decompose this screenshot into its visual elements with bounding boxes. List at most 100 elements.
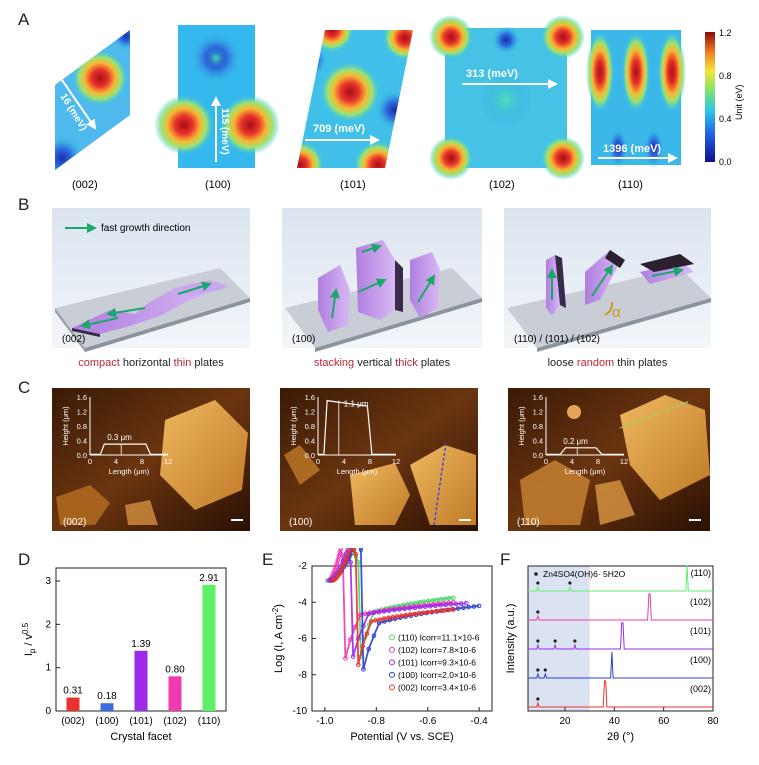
y-axis-label: Intensity (a.u.) xyxy=(505,604,517,674)
phase-peak-dot xyxy=(553,639,557,643)
inset-xtick: 8 xyxy=(596,457,600,466)
chart-d-bar: 0 1 2 3 0.31 (002) 0.18 (100) 1.39 (101) 0.80 (102)… xyxy=(21,567,227,743)
y-tick-label: -8 xyxy=(298,670,307,681)
legend-marker xyxy=(389,659,395,666)
x-tick-label: (101) xyxy=(129,716,152,727)
bar-value-label: 0.80 xyxy=(165,664,185,675)
x-tick-label: -0.4 xyxy=(471,716,489,727)
inset-ytick: 0.0 xyxy=(77,451,87,460)
map-energy-100: 115 (meV) xyxy=(219,108,230,155)
scene-tag-002: (002) xyxy=(62,334,85,345)
y-tick-label: -6 xyxy=(298,634,307,645)
alpha-angle: α xyxy=(612,304,621,321)
panel-label-a: A xyxy=(18,10,30,29)
y-tick-label: 3 xyxy=(45,576,51,587)
xrd-line xyxy=(528,622,713,650)
plot-frame xyxy=(527,565,714,712)
height-profile-inset: 1.6 1.2 0.8 0.4 0.00 4 8 12 Height (μm) Length (μ… xyxy=(289,393,400,476)
caption-highlight: random xyxy=(576,357,615,369)
map-facet-101: (101) xyxy=(340,179,366,191)
pattern-label: (102) xyxy=(690,597,711,607)
y-axis-label: Ip / v0.5 xyxy=(21,622,37,656)
inset-ytick: 1.2 xyxy=(305,408,315,417)
phase-marker xyxy=(534,572,538,576)
x-tick-label: (100) xyxy=(95,716,118,727)
inset-xlabel: Length (μm) xyxy=(337,467,378,476)
legend-entry: (100) Icorr=2.0×10-6 xyxy=(398,670,476,680)
phase-peak-dot xyxy=(536,581,540,585)
legend-marker xyxy=(389,634,395,641)
inset-xtick: 12 xyxy=(164,457,172,466)
inset-xtick: 12 xyxy=(620,457,628,466)
x-tick-label: 20 xyxy=(559,716,571,727)
panel-c-afm-images xyxy=(52,388,710,531)
inset-xtick: 4 xyxy=(114,457,118,466)
x-axis-label: Potential (V vs. SCE) xyxy=(350,731,453,743)
bar xyxy=(202,584,216,711)
inset-ytick: 0.4 xyxy=(533,437,543,446)
pattern-label: (100) xyxy=(690,655,711,665)
caption-highlight: thin xyxy=(173,357,192,369)
scene-tag-100: (100) xyxy=(292,334,315,345)
afm-tag-100: (100) xyxy=(289,517,313,528)
y-tick-label: -2 xyxy=(298,561,307,572)
inset-xtick: 0 xyxy=(88,457,92,466)
inset-ytick: 0.4 xyxy=(305,437,315,446)
bar-value-label: 1.39 xyxy=(131,639,151,650)
height-profile-inset: 1.6 1.2 0.8 0.4 0.00 4 8 12 Height (μm) Length (μ… xyxy=(61,393,172,476)
colorbar-tick: 0.8 xyxy=(719,71,732,81)
caption-highlight: compact xyxy=(78,357,120,369)
legend-marker xyxy=(389,646,395,653)
panel-label-e: E xyxy=(262,550,274,569)
phase-legend: Zn4SO4(OH)6· 5H2O xyxy=(543,569,626,579)
phase-peak-dot xyxy=(543,668,547,672)
chart-e-tafel: -2 -4 -6 -8 -10 -1.0 -0.8 -0.6 -0.4 Potential (V … xyxy=(271,548,493,743)
afm-tag-002: (002) xyxy=(63,517,87,528)
inset-xlabel: Length (μm) xyxy=(109,467,150,476)
pattern-(102) xyxy=(528,593,713,621)
panel-b-schematics: fast growth direction (002) (100) α (110… xyxy=(52,208,711,352)
height-profile-line xyxy=(90,443,168,455)
shaded-region xyxy=(528,566,590,711)
panel-a-potential-maps: 16 (meV) 115 (meV) 709 (meV) 313 (meV) 1… xyxy=(55,15,744,191)
inset-ytick: 0.0 xyxy=(533,451,543,460)
inset-xtick: 4 xyxy=(570,457,574,466)
thickness-label: 0.3 μm xyxy=(107,433,132,442)
inset-ytick: 0.8 xyxy=(305,422,315,431)
bar xyxy=(168,676,182,711)
inset-xtick: 12 xyxy=(392,457,400,466)
scene-tag-mixed: (110) / (101) / (102) xyxy=(514,334,600,345)
bar xyxy=(134,650,148,711)
y-tick-label: -10 xyxy=(293,706,308,717)
legend-entry: (110) Icorr=11.1×10-6 xyxy=(398,632,480,642)
panel-label-b: B xyxy=(18,195,30,214)
growth-legend: fast growth direction xyxy=(101,223,191,234)
colorbar-tick: 1.2 xyxy=(719,28,732,38)
inset-ylabel: Height (μm) xyxy=(289,406,298,446)
phase-peak-dot xyxy=(536,610,540,614)
inset-ytick: 0.0 xyxy=(305,451,315,460)
x-tick-label: (110) xyxy=(198,716,221,727)
colorbar-label: Unit (eV) xyxy=(734,84,744,120)
scene-caption-100: stacking vertical thick plates xyxy=(313,357,451,369)
map-energy-102: 313 (meV) xyxy=(466,68,518,80)
legend-entry: (101) Icorr=9.3×10-6 xyxy=(398,657,476,667)
height-profile-line xyxy=(318,399,396,455)
phase-peak-dot xyxy=(536,668,540,672)
phase-peak-dot xyxy=(573,639,577,643)
inset-ytick: 0.8 xyxy=(533,422,543,431)
colorbar xyxy=(705,32,715,162)
xrd-line xyxy=(528,651,713,679)
series-line xyxy=(332,548,454,666)
inset-xtick: 8 xyxy=(140,457,144,466)
legend-marker xyxy=(389,684,395,691)
map-facet-002: (002) xyxy=(72,179,98,191)
map-facet-102: (102) xyxy=(489,179,515,191)
inset-ytick: 1.6 xyxy=(533,393,543,402)
inset-ytick: 1.2 xyxy=(533,408,543,417)
y-tick-label: -4 xyxy=(298,597,307,608)
pattern-(110) xyxy=(528,564,713,592)
series-line xyxy=(329,548,467,657)
inset-ylabel: Height (μm) xyxy=(61,406,70,446)
